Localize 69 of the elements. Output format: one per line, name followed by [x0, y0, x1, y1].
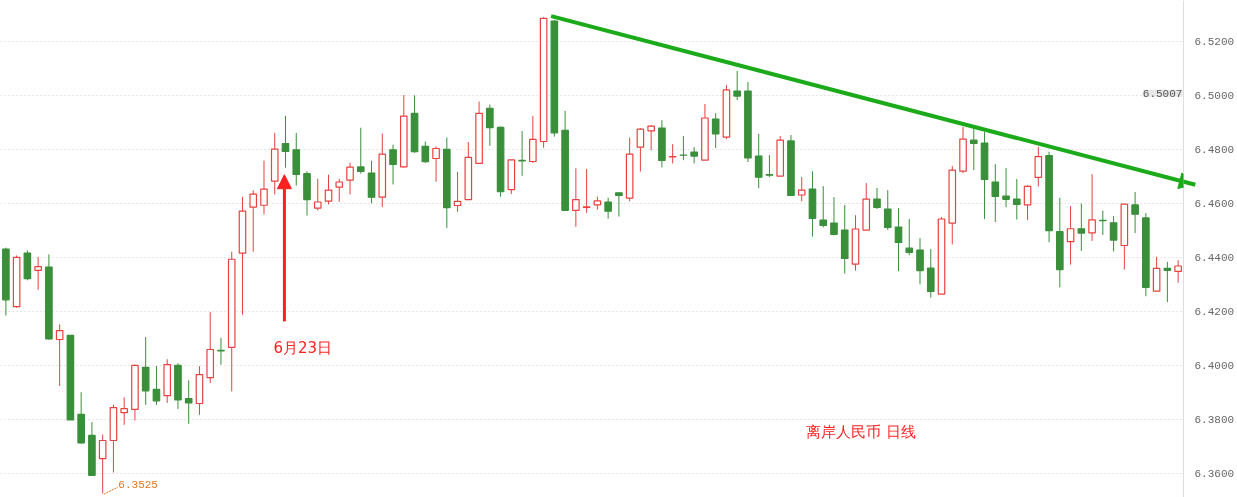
candlestick — [1023, 184, 1032, 221]
y-tick-label: 6.4000 — [1194, 359, 1235, 372]
candlestick — [1174, 259, 1182, 284]
y-tick-label: 6.5000 — [1194, 89, 1235, 102]
candlestick — [313, 178, 322, 211]
candlestick — [582, 168, 591, 214]
candlestick — [281, 115, 290, 169]
candlestick — [647, 124, 655, 151]
candlestick — [1034, 146, 1043, 187]
candlestick — [873, 187, 881, 210]
candlestick — [184, 379, 193, 425]
candlestick — [636, 127, 645, 172]
candlestick — [453, 171, 462, 213]
y-tick-label: 6.3600 — [1194, 467, 1235, 480]
candlestick — [55, 323, 64, 387]
candlestick — [98, 434, 107, 494]
candlestick — [518, 130, 526, 177]
candlestick — [421, 141, 430, 164]
y-tick-label: 6.4600 — [1194, 197, 1235, 210]
candlestick — [486, 103, 494, 147]
candlestick — [615, 192, 623, 218]
y-tick-label: 6.4200 — [1194, 305, 1235, 318]
candlestick — [324, 174, 333, 205]
candlestick — [894, 207, 903, 272]
annotation: 6.3525 — [118, 479, 158, 492]
candlestick — [1002, 167, 1010, 208]
candlestick — [260, 160, 268, 215]
candlestick — [1088, 173, 1096, 242]
y-tick-label: 6.4400 — [1194, 251, 1235, 264]
candlestick — [926, 248, 935, 299]
candlestick — [34, 256, 42, 291]
candlestick — [883, 189, 892, 231]
candlestick — [1131, 191, 1139, 234]
y-tick-label: 6.5200 — [1194, 35, 1235, 48]
candlestick — [679, 135, 688, 161]
candlestick — [356, 127, 365, 175]
candlestick — [529, 115, 537, 164]
annotation: 6月23日 — [273, 338, 333, 357]
candlestick — [765, 154, 774, 178]
candlestick — [1109, 215, 1118, 252]
candlestick — [1012, 178, 1021, 221]
candlestick — [830, 196, 838, 236]
candlestick — [668, 143, 677, 164]
candlestick — [916, 237, 924, 285]
candlestick — [969, 127, 978, 171]
candlestick — [604, 197, 612, 220]
candlestick — [432, 145, 440, 183]
candlestick — [754, 133, 763, 189]
candlestick — [572, 167, 580, 228]
candlestick — [1077, 203, 1086, 252]
candlestick — [905, 218, 914, 256]
candlestick — [733, 70, 742, 101]
y-tick-label: 6.4800 — [1194, 143, 1235, 156]
candlestick — [249, 189, 258, 253]
candlestick — [346, 162, 354, 195]
annotation: 离岸人民币 日线 — [805, 422, 916, 441]
candlestick — [711, 112, 720, 149]
candlestick — [1152, 256, 1161, 292]
candlestick — [797, 176, 806, 202]
candlestick — [141, 336, 150, 406]
candlestick — [335, 178, 344, 203]
candlestick — [1163, 261, 1172, 303]
candlestick — [1066, 205, 1075, 266]
candlestick — [389, 144, 397, 185]
candlestick — [120, 396, 128, 426]
candlestick — [819, 185, 828, 228]
annotation: 6.5007 — [1142, 87, 1183, 100]
candlestick — [991, 163, 1000, 223]
y-tick-label: 6.3800 — [1194, 413, 1235, 426]
